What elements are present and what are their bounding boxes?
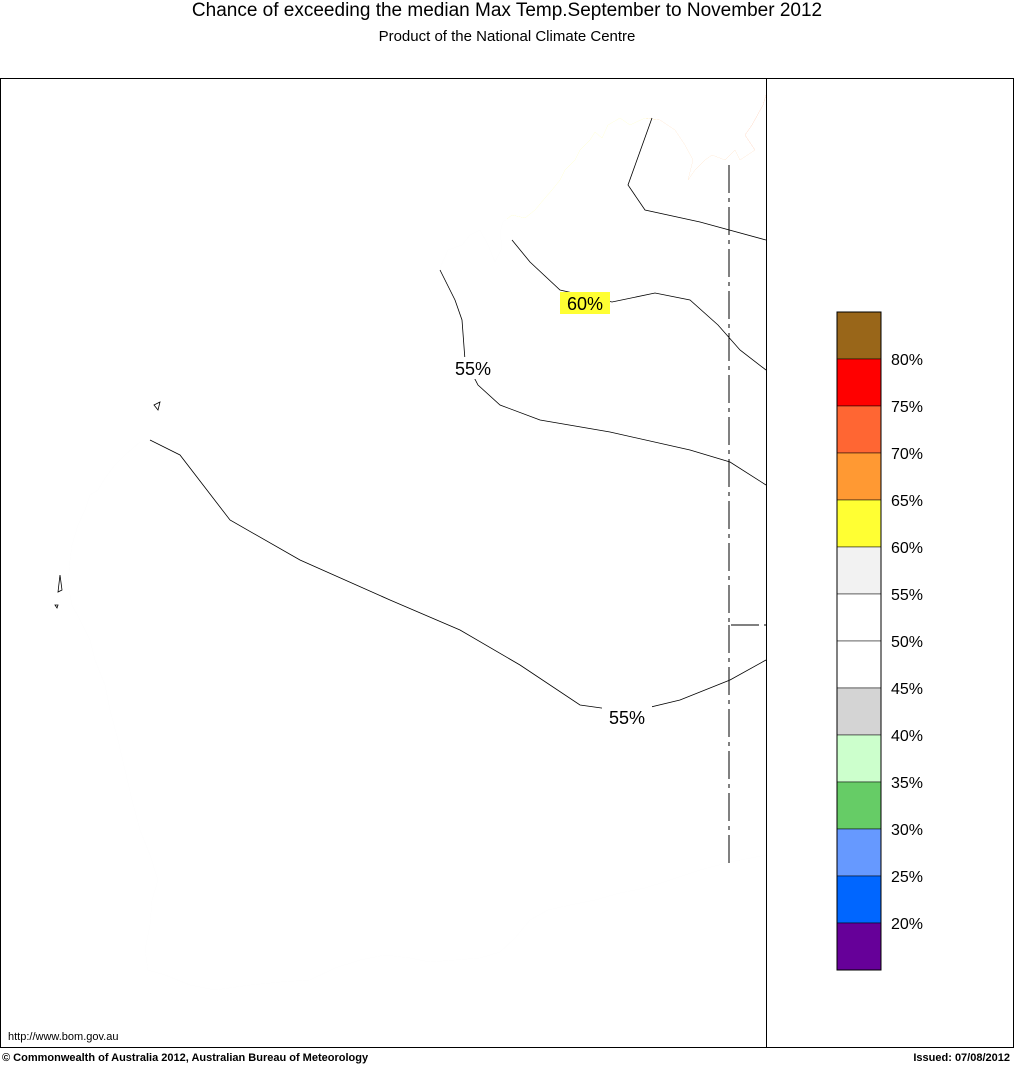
- legend-swatch: [836, 593, 882, 642]
- legend-label: 60%: [891, 540, 923, 557]
- legend-label: 40%: [891, 728, 923, 745]
- legend: 80% 75% 70% 65% 60% 55% 50% 45% 40% 35% 30% 25% 20%: [836, 311, 923, 971]
- island: [57, 574, 63, 593]
- legend-swatch: [836, 358, 882, 407]
- legend-label: 25%: [891, 869, 923, 886]
- legend-label: 30%: [891, 822, 923, 839]
- legend-label: 35%: [891, 775, 923, 792]
- issued-date: Issued: 07/08/2012: [913, 1052, 1010, 1064]
- contour-label-60: 60%: [567, 294, 603, 314]
- legend-swatch: [836, 546, 882, 595]
- contour-55-south: [149, 439, 766, 713]
- legend-label: 50%: [891, 634, 923, 651]
- legend-swatch: [836, 640, 882, 689]
- map-subtitle: Product of the National Climate Centre: [378, 28, 636, 45]
- map-area: 60% 55% 55%: [54, 94, 766, 991]
- legend-label: 75%: [891, 399, 923, 416]
- legend-swatch: [836, 922, 882, 971]
- legend-label: 80%: [891, 352, 923, 369]
- legend-swatch: [836, 499, 882, 548]
- legend-swatch: [836, 875, 882, 924]
- contour-label-55-south: 55%: [609, 708, 645, 728]
- contour-60: [511, 239, 766, 371]
- legend-label: 55%: [891, 587, 923, 604]
- legend-label: 70%: [891, 446, 923, 463]
- legend-swatch: [836, 311, 882, 360]
- legend-swatch: [836, 687, 882, 736]
- contour-55-north: [439, 269, 766, 486]
- map-frame: 60% 55% 55% 80% 75% 70% 65% 60% 55% 50% 45% 40% 3…: [0, 78, 1014, 1048]
- legend-label: 20%: [891, 916, 923, 933]
- state-border: [728, 165, 766, 865]
- island: [54, 604, 59, 609]
- contour-65: [627, 117, 766, 241]
- contour-label-55-north: 55%: [455, 359, 491, 379]
- legend-swatch: [836, 781, 882, 830]
- source-url: http://www.bom.gov.au: [8, 1031, 119, 1043]
- island: [153, 401, 161, 411]
- copyright-notice: © Commonwealth of Australia 2012, Austra…: [2, 1052, 369, 1064]
- legend-swatch: [836, 452, 882, 501]
- legend-swatch: [836, 734, 882, 783]
- map-title: Chance of exceeding the median Max Temp.…: [191, 0, 823, 21]
- legend-label: 45%: [891, 681, 923, 698]
- legend-swatch: [836, 828, 882, 877]
- legend-label: 65%: [891, 493, 923, 510]
- legend-border: [836, 311, 882, 971]
- legend-swatch: [836, 405, 882, 454]
